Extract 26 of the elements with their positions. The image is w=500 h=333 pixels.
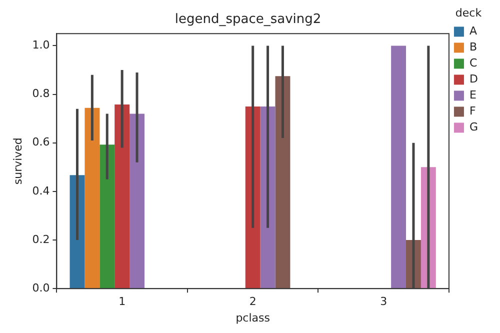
y-tick-label: 0.6 [32, 136, 50, 149]
legend-label: D [469, 72, 478, 86]
bar [114, 104, 130, 288]
y-tick-label: 0.2 [32, 232, 50, 246]
x-axis-title: pclass [236, 311, 270, 324]
bar [84, 108, 100, 288]
x-tick-label: 2 [249, 295, 256, 308]
y-tick-label: 1.0 [32, 38, 50, 52]
legend-label: A [469, 24, 478, 38]
x-tick-label: 3 [380, 295, 388, 308]
y-tick-label: 0.0 [32, 281, 50, 294]
legend-label: C [469, 56, 478, 70]
bar [100, 144, 115, 288]
legend-label: B [469, 40, 478, 54]
x-tick-label: 1 [118, 295, 126, 308]
legend-label: E [469, 88, 476, 102]
bar [130, 114, 144, 288]
legend-title: deck [455, 6, 482, 20]
bar [275, 76, 290, 288]
legend-label: G [469, 120, 478, 134]
bar [391, 46, 406, 288]
y-axis-title: survived [11, 138, 24, 185]
legend-label: F [469, 104, 476, 118]
chart-title: legend_space_saving2 [174, 12, 322, 28]
y-tick-label: 0.8 [32, 87, 50, 100]
y-tick-label: 0.4 [32, 184, 50, 198]
